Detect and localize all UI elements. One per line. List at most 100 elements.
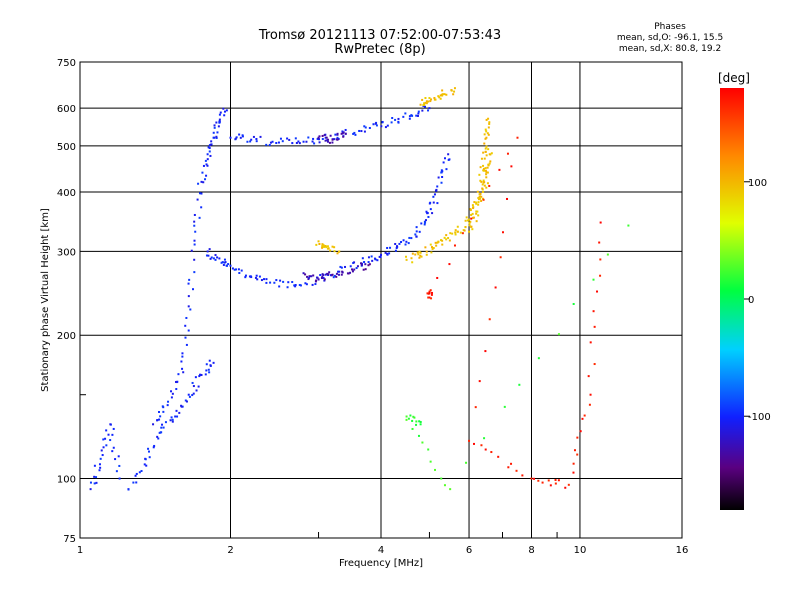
- echo-point: [326, 272, 329, 275]
- colorbar-tick-label: 100: [748, 178, 767, 189]
- echo-point: [144, 458, 147, 461]
- echo-point: [572, 462, 575, 465]
- echo-point: [260, 279, 263, 282]
- y-tick-label: 400: [57, 188, 76, 199]
- x-ticks: 1 2 4 6 8 10 16: [77, 532, 688, 556]
- colorbar: [720, 88, 744, 510]
- echo-point: [484, 167, 487, 170]
- echo-point: [317, 240, 320, 243]
- echo-point: [112, 427, 115, 430]
- echo-point: [470, 225, 473, 228]
- echo-point: [476, 210, 479, 213]
- echo-point: [395, 247, 398, 250]
- echo-point: [418, 250, 421, 253]
- echo-point: [549, 484, 552, 487]
- echo-point: [439, 94, 442, 97]
- echo-point: [384, 251, 387, 254]
- echo-point: [424, 97, 427, 100]
- echo-point: [342, 135, 345, 138]
- echo-point: [381, 120, 384, 123]
- echo-point: [475, 210, 478, 213]
- echo-point: [187, 295, 190, 298]
- echo-point: [417, 112, 420, 115]
- echo-point: [484, 128, 487, 131]
- echo-point: [239, 136, 242, 139]
- echo-point: [487, 148, 490, 151]
- echo-point: [205, 369, 208, 372]
- echo-point: [541, 481, 544, 484]
- echo-point: [219, 111, 222, 114]
- echo-point: [419, 103, 422, 106]
- echo-point: [424, 101, 427, 104]
- echo-point: [331, 138, 334, 141]
- echo-point: [480, 195, 483, 198]
- echo-point: [368, 263, 371, 266]
- echo-point: [323, 134, 326, 137]
- echo-point: [483, 437, 486, 440]
- echo-point: [335, 272, 338, 275]
- echo-point: [472, 442, 475, 445]
- echo-point: [451, 232, 454, 235]
- echo-point: [265, 281, 268, 284]
- echo-point: [152, 446, 155, 449]
- echo-point: [371, 259, 374, 262]
- echo-point: [445, 238, 448, 241]
- echo-point: [440, 171, 443, 174]
- echo-point: [147, 450, 150, 453]
- echo-point: [325, 246, 328, 249]
- echo-point: [478, 195, 481, 198]
- y-tick-label: 200: [57, 331, 76, 342]
- echo-point: [485, 176, 488, 179]
- echo-point: [573, 449, 576, 452]
- echo-point: [135, 481, 138, 484]
- echo-point: [411, 252, 414, 255]
- echo-point: [421, 441, 424, 444]
- echo-point: [202, 181, 205, 184]
- echo-point: [352, 132, 355, 135]
- echo-point: [421, 109, 424, 112]
- echo-point: [430, 251, 433, 254]
- echo-point: [98, 469, 101, 472]
- echo-point: [576, 453, 579, 456]
- echo-point: [405, 240, 408, 243]
- echo-point: [427, 100, 430, 103]
- echo-point: [310, 275, 313, 278]
- echo-point: [466, 219, 469, 222]
- echo-point: [98, 463, 101, 466]
- echo-point: [384, 126, 387, 129]
- echo-point: [93, 464, 96, 467]
- echo-point: [214, 254, 217, 257]
- echo-point: [485, 154, 488, 157]
- echo-point: [224, 261, 227, 264]
- echo-point: [188, 395, 191, 398]
- echo-point: [443, 484, 446, 487]
- grid-lines: [80, 62, 682, 538]
- echo-point: [490, 451, 493, 454]
- echo-point: [216, 131, 219, 134]
- echo-point: [557, 333, 560, 336]
- echo-point: [326, 245, 329, 248]
- echo-point: [95, 476, 98, 479]
- echo-point: [117, 455, 120, 458]
- echo-point: [208, 147, 211, 150]
- echo-point: [456, 225, 459, 228]
- echo-point: [327, 138, 330, 141]
- echo-point: [417, 110, 420, 113]
- echo-point: [200, 192, 203, 195]
- echo-point: [349, 271, 352, 274]
- echo-point: [333, 274, 336, 277]
- echo-point: [158, 431, 161, 434]
- echo-point: [463, 229, 466, 232]
- echo-point: [415, 420, 418, 423]
- echo-point: [157, 437, 160, 440]
- echo-point: [111, 450, 114, 453]
- echo-point: [202, 164, 205, 167]
- echo-point: [441, 243, 444, 246]
- echo-point: [338, 270, 341, 273]
- echo-point: [109, 439, 112, 442]
- x-tick-label: 8: [528, 545, 534, 556]
- echo-point: [425, 253, 428, 256]
- echo-point: [581, 417, 584, 420]
- echo-point: [171, 420, 174, 423]
- echo-point: [479, 179, 482, 182]
